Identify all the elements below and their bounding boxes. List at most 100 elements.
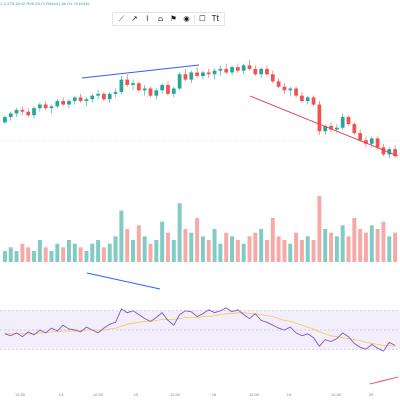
- volume-bar: [381, 221, 386, 262]
- volume-bar: [101, 247, 106, 262]
- volume-bar: [171, 240, 176, 262]
- trendline-red-rsi[interactable]: [369, 376, 399, 385]
- volume-bar: [131, 240, 136, 262]
- time-tick: 12:30: [248, 392, 260, 397]
- chart-tool-icon[interactable]: ⩍: [158, 14, 163, 24]
- volume-bar: [294, 232, 299, 262]
- candle-body: [90, 95, 95, 100]
- volume-bar: [160, 221, 165, 262]
- volume-bar: [375, 229, 380, 262]
- price-pane[interactable]: [0, 60, 400, 158]
- trendline-tool-icon[interactable]: ⟋: [118, 14, 125, 24]
- candle-body: [270, 74, 275, 82]
- volume-bar: [235, 240, 240, 262]
- volume-bar: [55, 243, 60, 262]
- candle-body: [8, 113, 13, 118]
- candle-body: [177, 74, 182, 89]
- volume-bar: [288, 243, 293, 262]
- candle-body: [113, 92, 118, 94]
- volume-bar: [43, 247, 48, 262]
- flag-tool-icon[interactable]: ⚑: [170, 14, 177, 24]
- volume-bar: [113, 236, 118, 262]
- candle-body: [230, 67, 234, 73]
- volume-bar: [61, 247, 66, 262]
- volume-bar: [20, 243, 25, 262]
- volume-bar: [363, 232, 368, 262]
- time-tick: 16: [211, 392, 217, 397]
- candle-body: [148, 88, 153, 96]
- candle-body: [288, 88, 293, 91]
- candle-body: [294, 88, 298, 96]
- candle-body: [142, 88, 147, 91]
- volume-bar: [136, 225, 141, 262]
- rsi-line: [4, 307, 396, 352]
- volume-bar: [14, 251, 19, 262]
- volume-bar: [358, 229, 363, 262]
- volume-bar: [49, 251, 54, 262]
- candle-body: [96, 93, 100, 96]
- volume-bar: [346, 236, 351, 262]
- volume-bar: [276, 236, 281, 262]
- time-tick: 12:30: [92, 392, 104, 397]
- volume-bar: [329, 232, 334, 262]
- candle-body: [84, 99, 89, 101]
- volume-bar: [352, 218, 357, 262]
- volume-bar: [259, 229, 264, 262]
- candle-body: [218, 68, 223, 71]
- candle-body: [241, 65, 246, 71]
- candle-body: [340, 117, 345, 128]
- volume-bar: [26, 247, 31, 262]
- candle-body: [67, 100, 71, 105]
- rsi-pane[interactable]: [0, 307, 400, 352]
- candle-body: [61, 100, 66, 105]
- volume-bar: [195, 218, 200, 262]
- drawing-toolbar: ⟋ ↗ ⌇ ⩍ ⚑ ◉ ☐ Tt: [112, 12, 225, 26]
- candle-body: [375, 138, 380, 148]
- candle-body: [300, 95, 304, 101]
- time-axis[interactable]: 12:30 14 12:30 15 12:30 16 12:30 19 12:3…: [0, 392, 400, 400]
- volume-bar: [247, 236, 252, 262]
- candle-body: [78, 97, 83, 101]
- volume-bar: [317, 196, 322, 262]
- rectangle-tool-icon[interactable]: ☐: [199, 14, 206, 24]
- volume-bar: [125, 229, 130, 262]
- marker-tool-icon[interactable]: ◉: [183, 14, 190, 24]
- candle-body: [334, 127, 339, 130]
- candle-body: [346, 117, 351, 125]
- volume-bar: [2, 251, 7, 262]
- volume-bar: [270, 218, 275, 262]
- volume-bar: [142, 236, 147, 262]
- volume-bar: [96, 240, 101, 262]
- drawings-layer[interactable]: [81, 64, 399, 385]
- volume-bar: [183, 229, 188, 262]
- toolbar-divider: [194, 14, 195, 24]
- candle-body: [201, 72, 205, 77]
- volume-pane: [2, 196, 398, 262]
- trendline-blue-rsi[interactable]: [86, 272, 161, 290]
- candle-body: [276, 81, 281, 87]
- volume-bar: [369, 225, 374, 262]
- candle-body: [358, 133, 363, 141]
- volume-bar: [224, 232, 229, 262]
- time-tick: 12:30: [14, 392, 26, 397]
- arrow-tool-icon[interactable]: ↗: [131, 14, 138, 24]
- candle-body: [125, 79, 130, 85]
- volume-bar: [334, 236, 339, 262]
- volume-bar: [72, 243, 77, 262]
- candle-body: [119, 79, 124, 93]
- time-tick: 19: [286, 392, 292, 397]
- volume-bar: [189, 232, 194, 262]
- candle-body: [14, 109, 19, 114]
- candle-body: [166, 84, 170, 94]
- text-tool-icon[interactable]: Tt: [211, 14, 220, 24]
- candle-body: [317, 104, 322, 132]
- candle-body: [43, 104, 48, 109]
- volume-bar: [212, 229, 217, 262]
- volume-bar: [311, 240, 316, 262]
- volume-bar: [90, 243, 95, 262]
- volume-bar: [66, 240, 71, 262]
- trendline-blue-price[interactable]: [81, 64, 200, 79]
- trendline-red-price[interactable]: [249, 95, 399, 157]
- path-tool-icon[interactable]: ⌇: [145, 14, 150, 24]
